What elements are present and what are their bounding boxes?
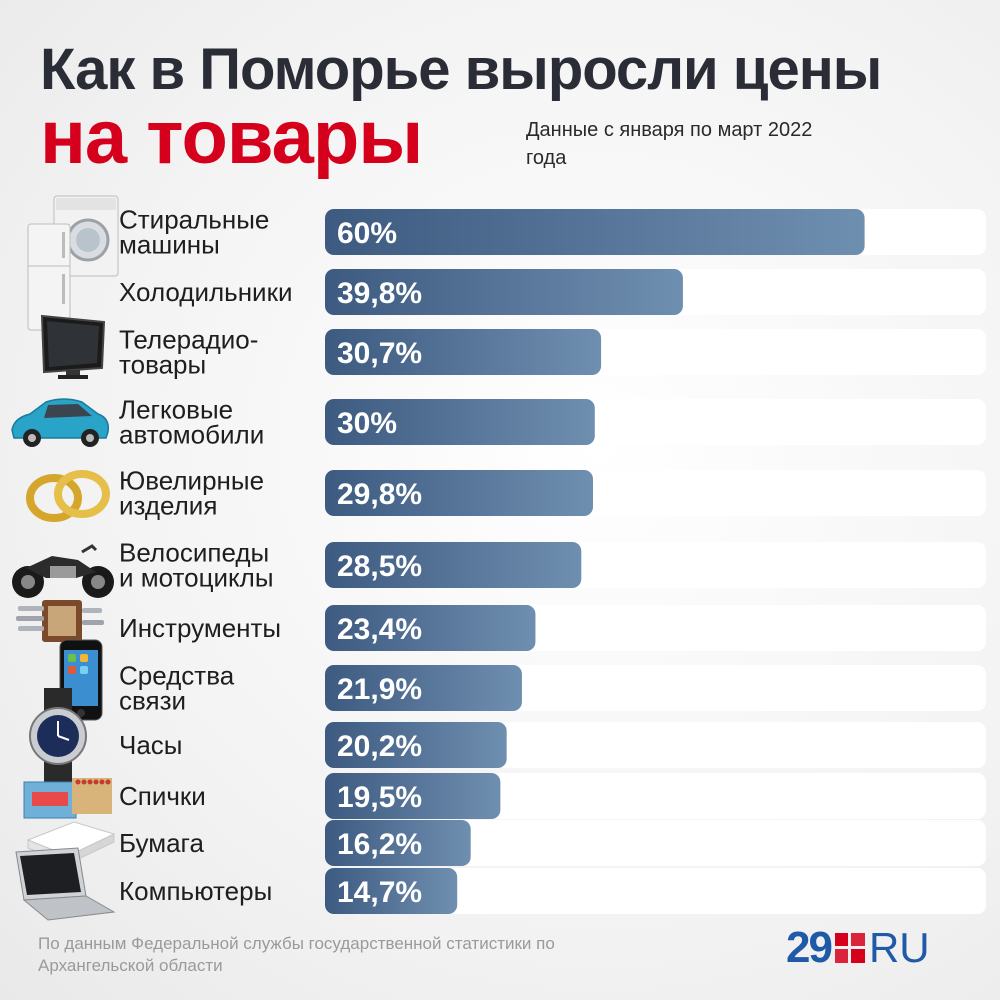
- bar-11: [325, 820, 471, 866]
- category-label: Стиральные машины: [119, 205, 269, 260]
- value-label: 29,8%: [337, 478, 422, 511]
- value-label: 30%: [337, 407, 397, 440]
- bar-5: [325, 470, 593, 516]
- chart-title-line1: Как в Поморье выросли цены: [40, 37, 882, 102]
- bar-10: [325, 773, 501, 819]
- bar-9: [325, 722, 507, 768]
- value-label: 20,2%: [337, 730, 422, 763]
- category-label: Телерадио-товары: [119, 325, 258, 380]
- value-label: 23,4%: [337, 613, 422, 646]
- bar-track: [325, 868, 986, 914]
- brand-logo[interactable]: 29 RU: [786, 926, 930, 970]
- category-label: Компьютеры: [119, 876, 272, 906]
- category-label: Велосипеды и мотоциклы: [119, 538, 274, 593]
- category-label: Холодильники: [119, 277, 292, 307]
- value-label: 16,2%: [337, 828, 422, 861]
- bar-2: [325, 269, 683, 315]
- category-label: Бумага: [119, 828, 204, 858]
- logo-number: 29: [786, 923, 833, 972]
- value-label: 39,8%: [337, 277, 422, 310]
- bar-7: [325, 605, 536, 651]
- logo-mark-icon: [834, 933, 865, 963]
- category-label: Ювелирные изделия: [119, 466, 264, 521]
- category-label: Спички: [119, 781, 206, 811]
- bar-track: [325, 820, 986, 866]
- value-label: 30,7%: [337, 337, 422, 370]
- bar-1: [325, 209, 865, 255]
- category-label: Легковые автомобили: [119, 395, 264, 450]
- category-label: Инструменты: [119, 613, 281, 643]
- value-label: 21,9%: [337, 673, 422, 706]
- category-label: Средства связи: [119, 661, 235, 716]
- logo-suffix: RU: [868, 924, 930, 971]
- value-label: 14,7%: [337, 876, 422, 909]
- chart-subtitle: Данные с января по март 2022 года: [526, 119, 813, 169]
- bar-8: [325, 665, 522, 711]
- value-label: 28,5%: [337, 550, 422, 583]
- chart-title-line2: на товары: [40, 95, 423, 180]
- value-label: 19,5%: [337, 781, 422, 814]
- bar-4: [325, 399, 595, 445]
- category-label: Часы: [119, 730, 182, 760]
- bar-12: [325, 868, 458, 914]
- bar-3: [325, 329, 602, 375]
- source-note: По данным Федеральной службы государстве…: [38, 934, 555, 975]
- value-label: 60%: [337, 217, 397, 250]
- bar-6: [325, 542, 582, 588]
